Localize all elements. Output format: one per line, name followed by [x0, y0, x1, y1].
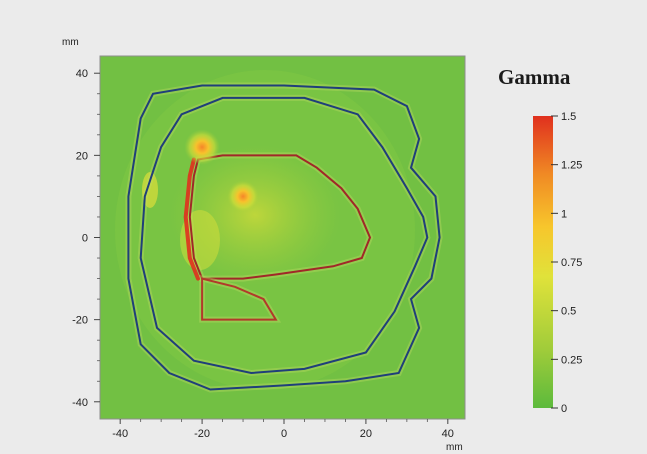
y-tick-label: -20 [72, 315, 88, 327]
hotspot-1 [227, 180, 260, 213]
contour-tumor-outline [188, 154, 372, 280]
x-tick-label: -40 [112, 428, 128, 440]
colorbar-tick-label: 1.25 [561, 160, 582, 172]
colorbar-tick-label: 0.25 [561, 354, 582, 366]
y-tick-label: 40 [76, 68, 88, 80]
colorbar-tick-label: 0.75 [561, 257, 582, 269]
colorbar-title: Gamma [498, 65, 571, 89]
high-gamma-rim [183, 157, 200, 281]
x-tick-label: 0 [281, 428, 287, 440]
colorbar-tick-label: 0 [561, 403, 567, 415]
colorbar-tick-label: 0.5 [561, 306, 576, 318]
colorbar-tick-label: 1 [561, 208, 567, 220]
colorbar [533, 116, 553, 408]
hotspot-2 [184, 129, 220, 165]
x-tick-label: 20 [360, 428, 372, 440]
minor-ticks [97, 93, 428, 422]
contour-middle [139, 96, 429, 375]
y-tick-label: 0 [82, 233, 88, 245]
x-axis: -40 -20 0 20 40 [112, 419, 454, 440]
heatmap-layer [115, 70, 443, 393]
colorbar-tick-label: 1.5 [561, 111, 576, 123]
colorbar-ticks: 1.5 1.25 1 0.75 0.5 0.25 0 [551, 111, 582, 415]
y-axis: 40 20 0 -20 -40 [72, 68, 100, 409]
y-tick-label: 20 [76, 150, 88, 162]
y-axis-unit: mm [62, 37, 79, 48]
contour-outer [127, 84, 441, 391]
x-axis-unit: mm [446, 442, 463, 453]
y-tick-label: -40 [72, 397, 88, 409]
x-tick-label: -20 [194, 428, 210, 440]
x-tick-label: 40 [442, 428, 454, 440]
contour-inner-fill [201, 277, 278, 321]
